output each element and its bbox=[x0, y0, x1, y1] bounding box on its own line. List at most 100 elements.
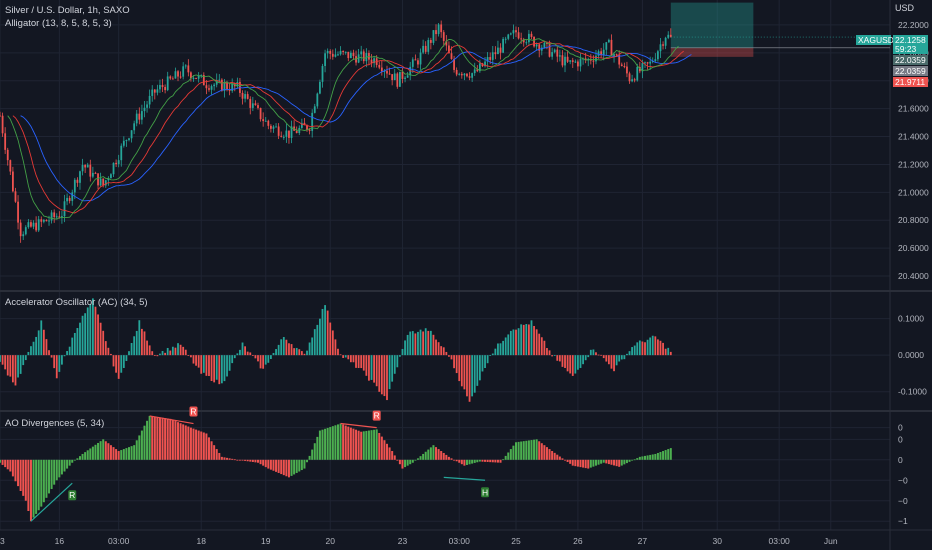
ao-bar bbox=[254, 459, 257, 463]
candle-body bbox=[45, 219, 48, 222]
candle-body bbox=[566, 56, 569, 62]
candle-body bbox=[646, 62, 649, 64]
ao-bar bbox=[336, 424, 339, 460]
ac-bar bbox=[55, 355, 58, 379]
ao-bar bbox=[249, 459, 252, 462]
ac-bar bbox=[153, 355, 156, 356]
candle-body bbox=[76, 179, 79, 183]
ac-bar bbox=[277, 344, 280, 356]
ao-bar bbox=[623, 459, 626, 465]
candle-body bbox=[213, 84, 216, 87]
ao-bar bbox=[182, 424, 185, 460]
ac-bar bbox=[32, 341, 35, 356]
ao-bar bbox=[486, 459, 489, 462]
ac-bar bbox=[502, 340, 504, 356]
ao-bar bbox=[419, 456, 422, 460]
ac-bar bbox=[579, 355, 582, 368]
candle-body bbox=[432, 30, 435, 43]
candle-body bbox=[535, 44, 538, 47]
ao-bar bbox=[125, 448, 128, 460]
ac-bar bbox=[445, 351, 448, 356]
candle-body bbox=[63, 201, 66, 217]
ac-bar bbox=[662, 342, 664, 356]
ao-bar bbox=[587, 459, 590, 469]
ac-bar bbox=[569, 355, 572, 374]
time-tick-label: 03:00 bbox=[449, 536, 471, 546]
ao-bar bbox=[494, 459, 497, 463]
ao-bar bbox=[133, 445, 136, 460]
divergence-line-1 bbox=[149, 415, 194, 425]
ao-divergences-pane[interactable]: R R R H bbox=[0, 406, 672, 522]
ao-bar bbox=[192, 428, 195, 460]
candle-body bbox=[272, 126, 275, 129]
ao-bar bbox=[445, 454, 448, 460]
price-pane[interactable] bbox=[0, 20, 890, 243]
ao-bar bbox=[202, 432, 205, 460]
ao-bar bbox=[259, 459, 262, 465]
candle-body bbox=[543, 42, 546, 48]
ac-bar bbox=[174, 347, 177, 356]
candle-body bbox=[520, 38, 523, 40]
candle-body bbox=[329, 50, 332, 54]
ao-bar bbox=[386, 443, 388, 460]
candle-body bbox=[35, 222, 38, 231]
candle-body bbox=[195, 77, 197, 79]
ao-bar bbox=[334, 425, 337, 460]
ac-bar bbox=[99, 322, 102, 356]
candle-body bbox=[347, 51, 350, 59]
ac-bar bbox=[600, 354, 603, 356]
price-tag-text: 22.0359 bbox=[895, 55, 926, 65]
candle-body bbox=[556, 49, 559, 57]
ao-bar bbox=[646, 455, 649, 460]
ao-bar bbox=[210, 441, 213, 460]
ac-bar bbox=[282, 337, 285, 356]
ac-bar bbox=[388, 355, 391, 390]
candle-body bbox=[633, 79, 636, 81]
candle-body bbox=[236, 81, 239, 87]
price-tick-label: 20.8000 bbox=[898, 215, 929, 225]
ao-bar bbox=[453, 459, 456, 461]
ac-bar bbox=[386, 355, 388, 401]
ac-bar bbox=[190, 355, 192, 358]
candle-body bbox=[6, 149, 9, 161]
ac-bar bbox=[208, 355, 210, 377]
ac-bar bbox=[533, 325, 535, 356]
ac-bar bbox=[664, 348, 667, 356]
candle-body bbox=[218, 79, 221, 81]
ac-bar bbox=[125, 355, 128, 361]
candle-body bbox=[202, 75, 205, 86]
ac-bar bbox=[102, 330, 105, 356]
candle-body bbox=[112, 162, 115, 175]
candle-body bbox=[494, 52, 497, 55]
candle-body bbox=[538, 44, 541, 51]
accelerator-oscillator-pane[interactable] bbox=[0, 298, 672, 402]
candle-body bbox=[257, 105, 259, 108]
ao-bar bbox=[362, 431, 365, 460]
position-tool[interactable] bbox=[670, 2, 890, 57]
ao-bar bbox=[620, 459, 623, 466]
ac-bar bbox=[1, 355, 4, 365]
candle-body bbox=[422, 45, 425, 53]
ao-bar bbox=[22, 459, 25, 496]
ac-bar bbox=[321, 308, 324, 356]
ao-bar bbox=[272, 459, 275, 471]
ac-bar bbox=[171, 346, 174, 356]
candle-body bbox=[388, 73, 391, 75]
ao-bar bbox=[597, 459, 600, 465]
ao-bar bbox=[437, 449, 440, 460]
ao-bar bbox=[370, 430, 373, 460]
ac-bar bbox=[486, 355, 489, 364]
candle-body bbox=[179, 76, 182, 78]
candle-body bbox=[259, 107, 262, 120]
ao-bar bbox=[324, 428, 327, 460]
candle-body bbox=[602, 49, 605, 56]
ac-bar bbox=[133, 336, 136, 356]
ao-bar bbox=[24, 459, 27, 501]
ao-bar bbox=[435, 447, 438, 460]
candle-body bbox=[651, 60, 654, 62]
ac-bar bbox=[638, 340, 641, 356]
ac-bar bbox=[339, 354, 342, 356]
ao-bar bbox=[282, 459, 285, 476]
ao-bar bbox=[308, 455, 311, 460]
